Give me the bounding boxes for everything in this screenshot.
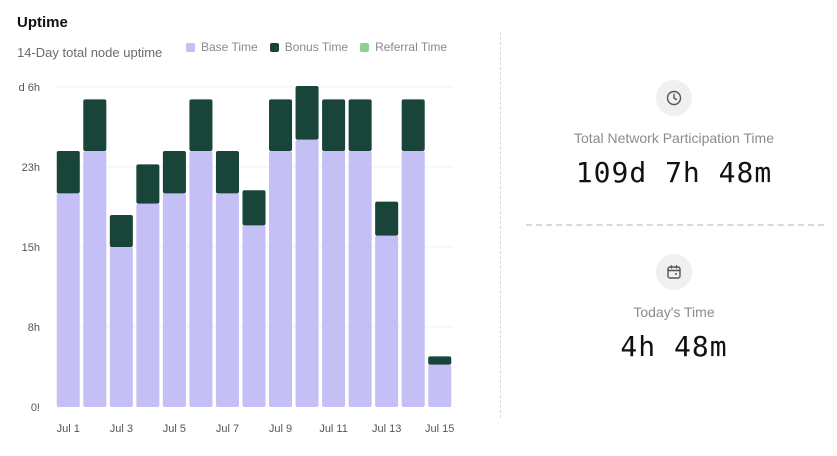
legend-label-bonus-time: Bonus Time	[284, 40, 349, 54]
y-tick-label: 8h	[28, 322, 40, 334]
bar-base-time	[375, 235, 399, 407]
bar-bonus-time	[109, 215, 133, 247]
total-time-stat: Total Network Participation Time 109d 7h…	[526, 80, 822, 189]
clock-icon	[656, 80, 692, 116]
bar-bonus-time	[295, 85, 319, 140]
y-tick-label: d 6h	[19, 82, 40, 94]
today-time-value: 4h 48m	[620, 330, 728, 363]
bar-base-time	[215, 193, 239, 407]
bar-base-time	[162, 193, 186, 407]
bar-bonus-time	[136, 164, 160, 204]
bar-base-time	[348, 151, 372, 407]
uptime-bar-chart: 0! 8h 15h 23h d 6h Jul 1 Jul 3 Jul 5 Jul 7 Jul 9 J…	[19, 82, 455, 435]
bar-bonus-time	[269, 99, 293, 151]
x-tick-label: Jul 1	[57, 423, 80, 435]
bar-base-time	[322, 151, 346, 407]
total-time-label: Total Network Participation Time	[574, 130, 774, 146]
legend-swatch-referral-time	[360, 42, 370, 52]
bar-base-time	[56, 193, 80, 407]
total-time-value: 109d 7h 48m	[575, 156, 773, 189]
chart-legend: Base Time Bonus Time Referral Time	[186, 40, 447, 54]
bar-base-time	[269, 151, 293, 407]
today-time-stat: Today's Time 4h 48m	[526, 254, 822, 363]
x-tick-label: Jul 11	[319, 423, 348, 435]
today-time-label: Today's Time	[633, 304, 715, 320]
bar-bonus-time	[215, 151, 239, 194]
x-tick-label: Jul 7	[216, 423, 239, 435]
bar-base-time	[83, 151, 107, 407]
y-tick-label: 15h	[22, 242, 40, 254]
legend-item-bonus-time[interactable]: Bonus Time	[269, 40, 349, 54]
horizontal-divider	[526, 224, 824, 226]
legend-item-referral-time[interactable]: Referral Time	[360, 40, 447, 54]
bar-base-time	[428, 364, 452, 407]
legend-swatch-bonus-time	[269, 42, 279, 52]
bar-bonus-time	[242, 190, 266, 226]
legend-label-base-time: Base Time	[201, 40, 258, 54]
bar-bonus-time	[322, 99, 346, 151]
calendar-icon	[656, 254, 692, 290]
vertical-divider	[500, 32, 501, 418]
x-tick-label: Jul 3	[110, 423, 133, 435]
page-title: Uptime	[17, 14, 68, 31]
bar-bonus-time	[401, 99, 425, 151]
bar-base-time	[295, 139, 319, 408]
bar-bonus-time	[56, 151, 80, 194]
x-tick-label: Jul 5	[163, 423, 186, 435]
x-tick-label: Jul 13	[372, 423, 401, 435]
bar-bonus-time	[189, 99, 213, 151]
bar-base-time	[136, 203, 160, 407]
y-tick-label: 23h	[22, 162, 40, 174]
chart-subtitle: 14-Day total node uptime	[17, 45, 163, 60]
bar-bonus-time	[83, 99, 107, 151]
legend-swatch-base-time	[186, 42, 195, 52]
bar-base-time	[189, 151, 213, 407]
bar-base-time	[109, 247, 133, 407]
bar-bonus-time	[162, 151, 186, 194]
x-tick-label: Jul 9	[269, 423, 292, 435]
y-tick-label: 0!	[31, 402, 40, 414]
bar-base-time	[242, 225, 266, 407]
legend-label-referral-time: Referral Time	[375, 40, 448, 54]
x-tick-label: Jul 15	[425, 423, 454, 435]
bar-base-time	[401, 151, 425, 407]
bar-bonus-time	[375, 201, 399, 236]
legend-item-base-time[interactable]: Base Time	[186, 40, 258, 54]
bar-bonus-time	[428, 356, 452, 365]
bar-bonus-time	[348, 99, 372, 151]
